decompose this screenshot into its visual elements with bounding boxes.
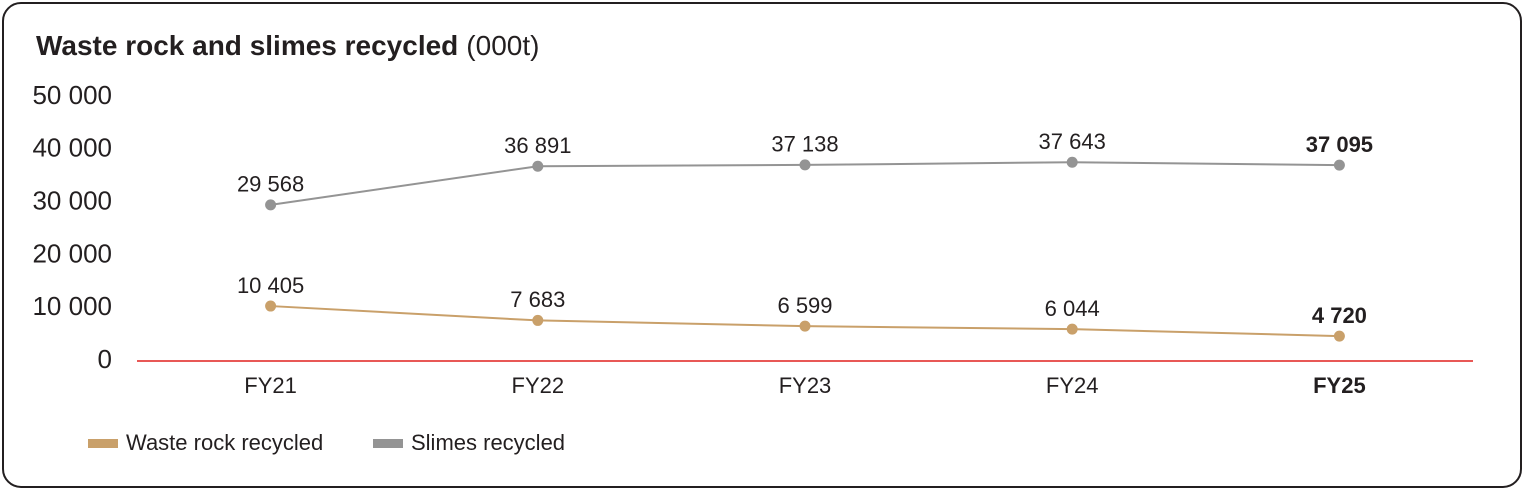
data-point <box>265 300 277 312</box>
data-point <box>1333 159 1345 171</box>
data-point <box>1066 323 1078 335</box>
data-point <box>265 199 277 211</box>
data-point <box>1066 156 1078 168</box>
y-tick-label: 10 000 <box>32 291 112 321</box>
value-label: 6 044 <box>1045 296 1100 321</box>
x-tick-label: FY22 <box>512 373 565 398</box>
data-point <box>532 314 544 326</box>
chart-subtitle: (000t) <box>466 30 539 61</box>
y-tick-label: 40 000 <box>32 133 112 163</box>
y-tick-label: 20 000 <box>32 238 112 268</box>
y-tick-label: 30 000 <box>32 185 112 215</box>
x-tick-label: FY25 <box>1313 373 1366 398</box>
data-point <box>532 160 544 172</box>
legend-label: Slimes recycled <box>411 430 565 455</box>
x-tick-label: FY23 <box>779 373 832 398</box>
value-label: 7 683 <box>510 287 565 312</box>
legend-swatch <box>88 439 118 448</box>
data-point <box>1333 330 1345 342</box>
y-tick-label: 50 000 <box>32 80 112 110</box>
x-tick-label: FY24 <box>1046 373 1099 398</box>
data-point <box>799 159 811 171</box>
value-label: 29 568 <box>237 172 304 197</box>
value-label: 36 891 <box>504 133 571 158</box>
legend-swatch <box>373 439 403 448</box>
y-tick-label: 0 <box>98 344 112 374</box>
value-label: 37 095 <box>1306 132 1373 157</box>
chart-title: Waste rock and slimes recycled <box>36 30 458 61</box>
value-label: 10 405 <box>237 273 304 298</box>
chart-title-group: Waste rock and slimes recycled (000t) <box>36 30 539 61</box>
value-label: 6 599 <box>777 293 832 318</box>
value-label: 4 720 <box>1312 303 1367 328</box>
x-tick-label: FY21 <box>244 373 297 398</box>
value-label: 37 138 <box>771 132 838 157</box>
legend-label: Waste rock recycled <box>126 430 323 455</box>
value-label: 37 643 <box>1039 129 1106 154</box>
data-point <box>799 320 811 332</box>
